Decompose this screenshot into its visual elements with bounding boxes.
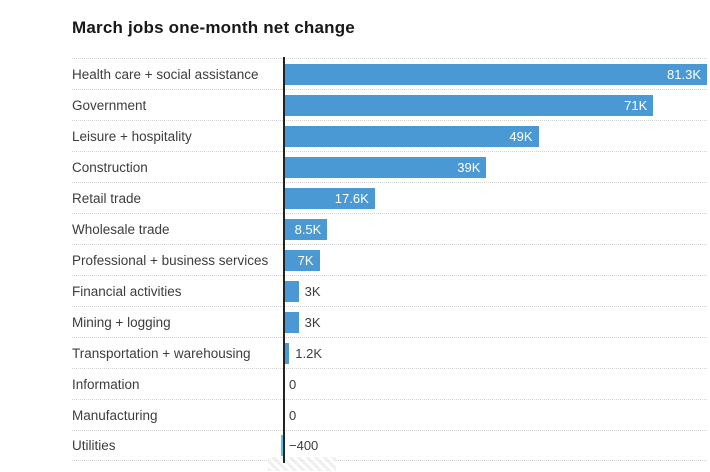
chart-row: Information 0 bbox=[72, 368, 707, 399]
category-label: Construction bbox=[72, 159, 148, 175]
plot-area: 17.6K bbox=[283, 187, 707, 209]
plot-area: 3K bbox=[283, 280, 707, 302]
chart-row: Leisure + hospitality 49K bbox=[72, 120, 707, 151]
bar: 71K bbox=[283, 94, 654, 116]
plot-area: 39K bbox=[283, 156, 707, 178]
chart-row: Mining + logging 3K bbox=[72, 306, 707, 337]
category-label: Leisure + hospitality bbox=[72, 128, 192, 144]
value-label: 81.3K bbox=[667, 66, 701, 82]
value-label: 71K bbox=[624, 97, 648, 113]
plot-area: 0 bbox=[283, 405, 707, 426]
plot-area: 49K bbox=[283, 125, 707, 147]
category-label: Retail trade bbox=[72, 190, 142, 206]
plot-area: 71K bbox=[283, 94, 707, 116]
category-label: Manufacturing bbox=[72, 407, 158, 423]
category-label: Government bbox=[72, 97, 147, 113]
chart-rows: Health care + social assistance 81.3K Gove… bbox=[72, 58, 707, 461]
plot-area: 81.3K bbox=[283, 63, 707, 85]
bar bbox=[283, 311, 299, 333]
bar-chart: Health care + social assistance 81.3K Gove… bbox=[72, 57, 707, 463]
value-label: −400 bbox=[289, 438, 319, 453]
chart-row: Financial activities 3K bbox=[72, 275, 707, 306]
plot-area: 3K bbox=[283, 311, 707, 333]
bar: 39K bbox=[283, 156, 487, 178]
value-label: 8.5K bbox=[294, 221, 322, 237]
value-label: 0 bbox=[289, 407, 297, 423]
category-label: Mining + logging bbox=[72, 314, 171, 330]
bar bbox=[283, 280, 299, 302]
value-label: 49K bbox=[509, 128, 533, 144]
value-label: 17.6K bbox=[334, 190, 369, 206]
value-label: 7K bbox=[297, 252, 314, 268]
plot-area: 8.5K bbox=[283, 218, 707, 240]
chart-row: Retail trade 17.6K bbox=[72, 182, 707, 213]
bar bbox=[283, 342, 290, 364]
value-label: 0 bbox=[289, 376, 297, 392]
category-label: Utilities bbox=[72, 438, 116, 453]
chart-row: Utilities −400 bbox=[72, 430, 707, 461]
chart-row: Manufacturing 0 bbox=[72, 399, 707, 430]
chart-row: Health care + social assistance 81.3K bbox=[72, 58, 707, 89]
plot-area: 0 bbox=[283, 374, 707, 395]
bar: 7K bbox=[283, 249, 320, 271]
category-label: Transportation + warehousing bbox=[72, 345, 251, 361]
value-label: 1.2K bbox=[295, 345, 323, 361]
plot-area: 1.2K bbox=[283, 342, 707, 364]
category-label: Wholesale trade bbox=[72, 221, 170, 237]
category-label: Health care + social assistance bbox=[72, 66, 259, 82]
striped-artifact bbox=[268, 457, 336, 471]
bar: 8.5K bbox=[283, 218, 328, 240]
category-label: Information bbox=[72, 376, 140, 392]
value-label: 39K bbox=[457, 159, 481, 175]
bar: 17.6K bbox=[283, 187, 375, 209]
chart-row: Professional + business services 7K bbox=[72, 244, 707, 275]
category-label: Professional + business services bbox=[72, 252, 269, 268]
chart-row: Construction 39K bbox=[72, 151, 707, 182]
plot-area: −400 bbox=[280, 435, 707, 456]
y-axis-line bbox=[283, 57, 285, 463]
bar: 49K bbox=[283, 125, 539, 147]
category-label: Financial activities bbox=[72, 283, 182, 299]
bar: 81.3K bbox=[283, 63, 707, 85]
value-label: 3K bbox=[304, 283, 321, 299]
value-label: 3K bbox=[304, 314, 321, 330]
chart-title: March jobs one-month net change bbox=[72, 18, 355, 37]
chart-row: Wholesale trade 8.5K bbox=[72, 213, 707, 244]
plot-area: 7K bbox=[283, 249, 707, 271]
chart-row: Transportation + warehousing 1.2K bbox=[72, 337, 707, 368]
chart-row: Government 71K bbox=[72, 89, 707, 120]
negative-bar bbox=[280, 435, 283, 456]
